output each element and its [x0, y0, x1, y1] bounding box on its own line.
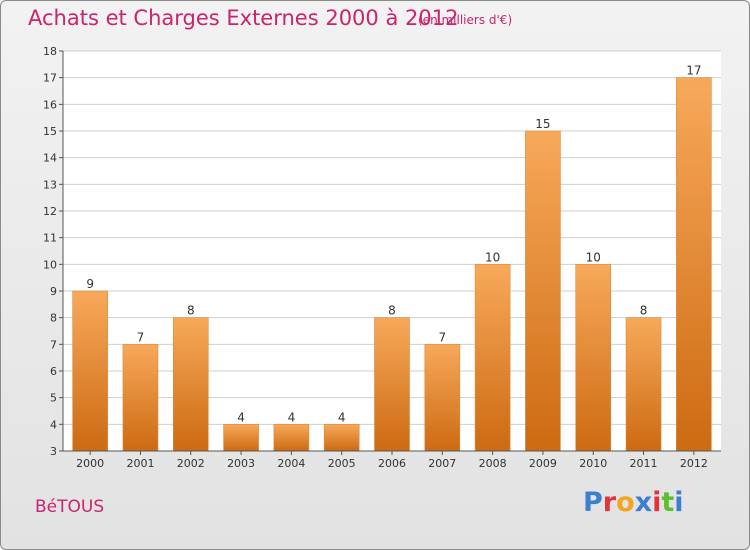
- x-tick-label: 2003: [227, 457, 255, 470]
- bar: [223, 424, 259, 452]
- bar-value-label: 10: [586, 250, 601, 264]
- y-tick-label: 3: [50, 445, 57, 458]
- x-tick-label: 2009: [529, 457, 557, 470]
- y-tick-label: 15: [43, 125, 57, 138]
- y-tick-label: 18: [43, 45, 57, 58]
- bar: [72, 290, 108, 452]
- place-name: BéTOUS: [35, 497, 105, 517]
- y-tick-label: 17: [43, 72, 57, 85]
- y-tick-label: 5: [50, 392, 57, 405]
- bar-value-label: 8: [388, 304, 396, 318]
- x-axis: 2000 2001 2002 2003 2004 2005 2006 2007 2008 2009…: [63, 450, 721, 470]
- bars: 9 7 8 4 4 4 8 7 10 15 10 8 17: [72, 64, 712, 452]
- x-tick-label: 2001: [126, 457, 154, 470]
- x-tick-label: 2011: [630, 457, 658, 470]
- x-tick-label: 2010: [579, 457, 607, 470]
- bar: [374, 317, 410, 452]
- bar-value-label: 9: [86, 277, 94, 291]
- y-tick-label: 16: [43, 98, 57, 111]
- bar-value-label: 10: [485, 250, 500, 264]
- x-tick-label: 2005: [328, 457, 356, 470]
- y-tick-label: 13: [43, 178, 57, 191]
- bar: [575, 264, 612, 452]
- bar-value-label: 8: [187, 304, 195, 318]
- brand-logo: Proxiti: [583, 487, 684, 518]
- x-tick-label: 2006: [378, 457, 406, 470]
- bar-value-label: 15: [535, 117, 550, 131]
- y-axis: 3 4 5 6 7 8 9 10 11 12 13 14 15 16 17 18: [43, 45, 64, 458]
- bar: [122, 344, 159, 452]
- bar: [676, 77, 712, 452]
- bar-value-label: 7: [438, 330, 446, 344]
- bar: [525, 130, 561, 452]
- bar-value-label: 7: [137, 330, 145, 344]
- y-tick-label: 8: [50, 312, 57, 325]
- x-tick-label: 2000: [76, 457, 104, 470]
- bar: [273, 424, 310, 452]
- y-tick-label: 12: [43, 205, 57, 218]
- y-tick-label: 10: [43, 258, 57, 271]
- y-tick-label: 4: [50, 418, 57, 431]
- x-tick-label: 2004: [277, 457, 305, 470]
- x-tick-label: 2002: [177, 457, 205, 470]
- bar-value-label: 17: [686, 64, 701, 78]
- y-tick-label: 11: [43, 232, 57, 245]
- x-tick-label: 2012: [680, 457, 708, 470]
- bar-value-label: 4: [338, 410, 346, 424]
- bar-value-label: 4: [237, 410, 245, 424]
- chart-subtitle: (en milliers d'€): [418, 13, 513, 27]
- bar: [474, 264, 511, 452]
- bar: [323, 424, 360, 452]
- y-tick-label: 6: [50, 365, 57, 378]
- chart-title: Achats et Charges Externes 2000 à 2012: [28, 6, 459, 30]
- y-tick-label: 7: [50, 338, 57, 351]
- bar: [625, 317, 662, 452]
- y-tick-label: 14: [43, 152, 57, 165]
- bar-value-label: 8: [640, 304, 648, 318]
- x-tick-label: 2007: [428, 457, 456, 470]
- bar: [172, 317, 209, 452]
- bar: [424, 344, 461, 452]
- x-tick-label: 2008: [479, 457, 507, 470]
- bar-value-label: 4: [288, 410, 296, 424]
- y-tick-label: 9: [50, 285, 57, 298]
